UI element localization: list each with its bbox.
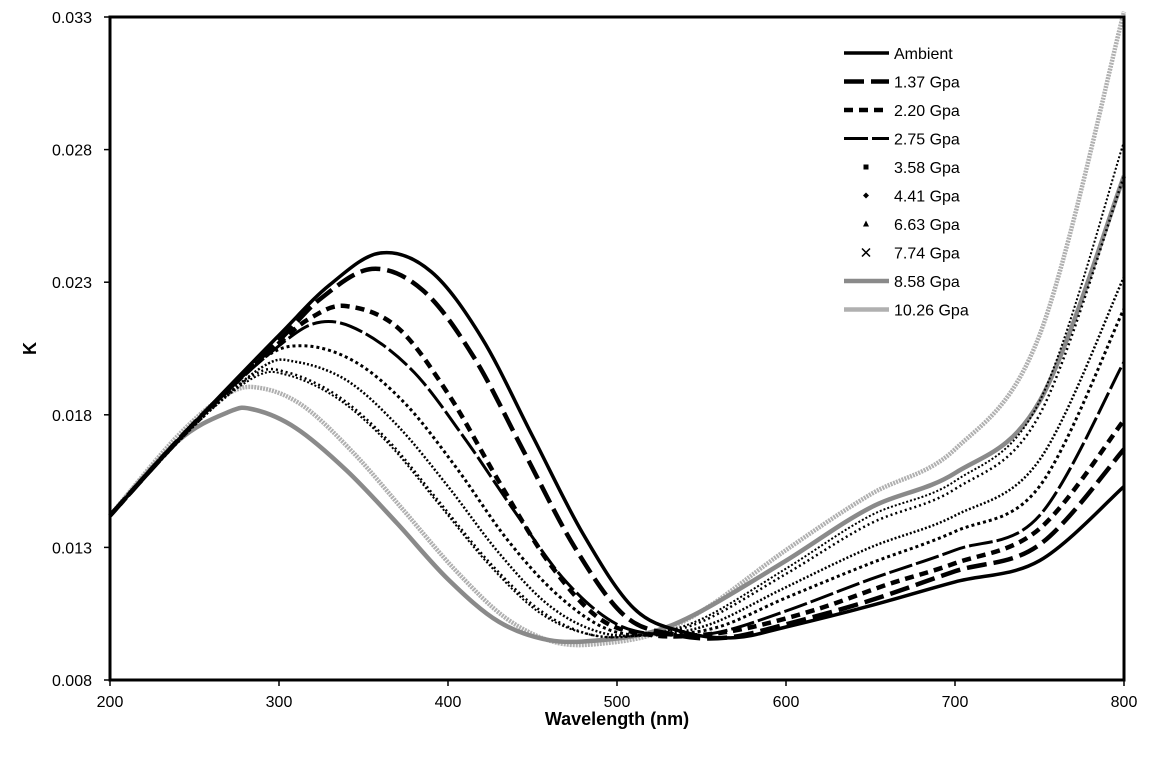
x-tick-label: 300 <box>266 694 293 711</box>
x-tick-label: 200 <box>97 694 124 711</box>
legend-marker <box>863 192 869 199</box>
legend: Ambient 1.37 Gpa 2.20 Gpa 2.75 Gpa 3.58 Gpa 4… <box>844 46 969 320</box>
legend-marker <box>863 164 869 170</box>
series-line-8 <box>109 141 1125 639</box>
series-line-6 <box>109 276 1126 638</box>
y-axis-title: K <box>20 342 40 355</box>
legend-label: 8.58 Gpa <box>894 274 960 291</box>
legend-item: 6.63 Gpa <box>863 217 960 234</box>
x-tick-label: 700 <box>942 694 969 711</box>
legend-label: 1.37 Gpa <box>894 75 960 92</box>
x-tick-label: 400 <box>435 694 462 711</box>
series-line-1 <box>108 250 1126 640</box>
legend-item: 10.26 Gpa <box>844 303 969 320</box>
x-tick-label: 800 <box>1111 694 1138 711</box>
legend-label: 7.74 Gpa <box>894 246 960 263</box>
series-line-9 <box>108 175 1127 645</box>
legend-label: 6.63 Gpa <box>894 217 960 234</box>
series-line-7 <box>109 175 1126 639</box>
legend-label: 10.26 Gpa <box>894 303 969 320</box>
x-axis-title: Wavelength (nm) <box>545 709 689 729</box>
legend-item: 1.37 Gpa <box>844 75 960 92</box>
y-tick-label: 0.033 <box>52 10 92 27</box>
legend-marker <box>863 220 869 227</box>
series-line-2 <box>108 266 1126 641</box>
y-tick-label: 0.018 <box>52 408 92 425</box>
legend-label: 2.20 Gpa <box>894 103 960 120</box>
y-tick-label: 0.008 <box>52 673 92 690</box>
series-line-10 <box>108 11 1127 648</box>
legend-item: 4.41 Gpa <box>863 189 960 206</box>
y-tick-label: 0.028 <box>52 143 92 160</box>
legend-label: Ambient <box>894 46 953 63</box>
y-tick-label: 0.023 <box>52 275 92 292</box>
legend-label: 2.75 Gpa <box>894 132 960 149</box>
legend-item: 3.58 Gpa <box>863 160 960 177</box>
series-line-3 <box>108 303 1126 639</box>
legend-label: 3.58 Gpa <box>894 160 960 177</box>
x-tick-label: 500 <box>604 694 631 711</box>
y-axis-ticks: 0.008 0.013 0.018 0.023 0.028 0.033 <box>52 10 110 690</box>
plot-area-frame <box>108 15 1126 682</box>
legend-label: 4.41 Gpa <box>894 189 960 206</box>
legend-item: 2.20 Gpa <box>844 103 960 120</box>
legend-marker <box>861 247 871 258</box>
x-axis-ticks: 200 300 400 500 600 700 800 <box>97 680 1138 711</box>
legend-item: 2.75 Gpa <box>844 132 960 149</box>
legend-item: 7.74 Gpa <box>861 246 960 263</box>
y-tick-label: 0.013 <box>52 540 92 557</box>
x-tick-label: 600 <box>773 694 800 711</box>
series-line-5 <box>108 308 1126 637</box>
legend-item: 8.58 Gpa <box>844 274 960 291</box>
legend-item: Ambient <box>844 46 953 63</box>
series-layer <box>108 11 1127 648</box>
